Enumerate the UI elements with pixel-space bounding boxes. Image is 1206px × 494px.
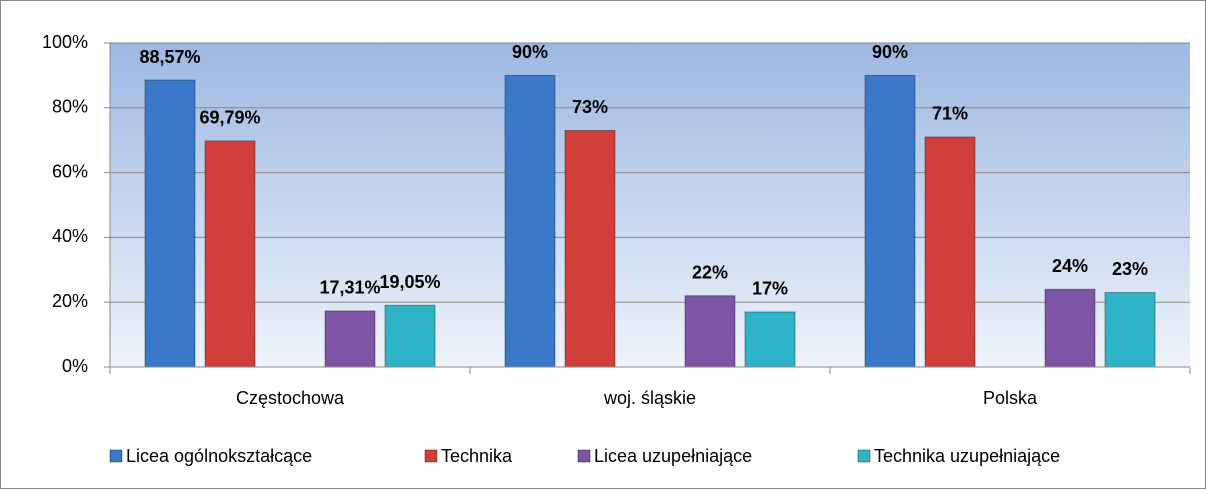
- x-tick-label: woj. śląskie: [603, 388, 696, 408]
- bar: [384, 304, 436, 368]
- value-label: 71%: [932, 104, 968, 124]
- bar: [684, 295, 736, 368]
- value-label: 23%: [1112, 259, 1148, 279]
- legend-swatch: [424, 449, 438, 463]
- bar: [864, 74, 916, 368]
- legend-swatch: [109, 449, 123, 463]
- bar: [564, 129, 616, 368]
- y-tick-label: 80%: [52, 97, 88, 117]
- legend-swatch: [577, 449, 591, 463]
- value-label: 88,57%: [139, 47, 200, 67]
- y-tick-label: 20%: [52, 291, 88, 311]
- bar: [744, 311, 796, 368]
- x-tick-label: Częstochowa: [236, 388, 345, 408]
- bar: [1104, 291, 1156, 368]
- legend-label: Licea uzupełniające: [594, 446, 752, 466]
- legend-label: Technika: [441, 446, 513, 466]
- x-tick-label: Polska: [983, 388, 1038, 408]
- legend-label: Technika uzupełniające: [874, 446, 1060, 466]
- bar: [324, 310, 376, 368]
- bar: [144, 79, 196, 368]
- y-tick-label: 60%: [52, 161, 88, 181]
- legend-label: Licea ogólnokształcące: [126, 446, 312, 466]
- value-label: 90%: [512, 42, 548, 62]
- bar: [924, 136, 976, 368]
- value-label: 69,79%: [199, 108, 260, 128]
- value-label: 17,31%: [319, 278, 380, 298]
- value-label: 73%: [572, 97, 608, 117]
- bar: [204, 140, 256, 368]
- value-label: 17%: [752, 279, 788, 299]
- value-label: 22%: [692, 262, 728, 282]
- y-tick-label: 100%: [42, 32, 88, 52]
- legend-swatch: [857, 449, 871, 463]
- value-label: 24%: [1052, 256, 1088, 276]
- bar: [504, 74, 556, 368]
- plot-area: [110, 43, 1190, 367]
- y-tick-label: 40%: [52, 226, 88, 246]
- bar: [1044, 288, 1096, 368]
- value-label: 19,05%: [379, 272, 440, 292]
- y-tick-label: 0%: [62, 356, 88, 376]
- value-label: 90%: [872, 42, 908, 62]
